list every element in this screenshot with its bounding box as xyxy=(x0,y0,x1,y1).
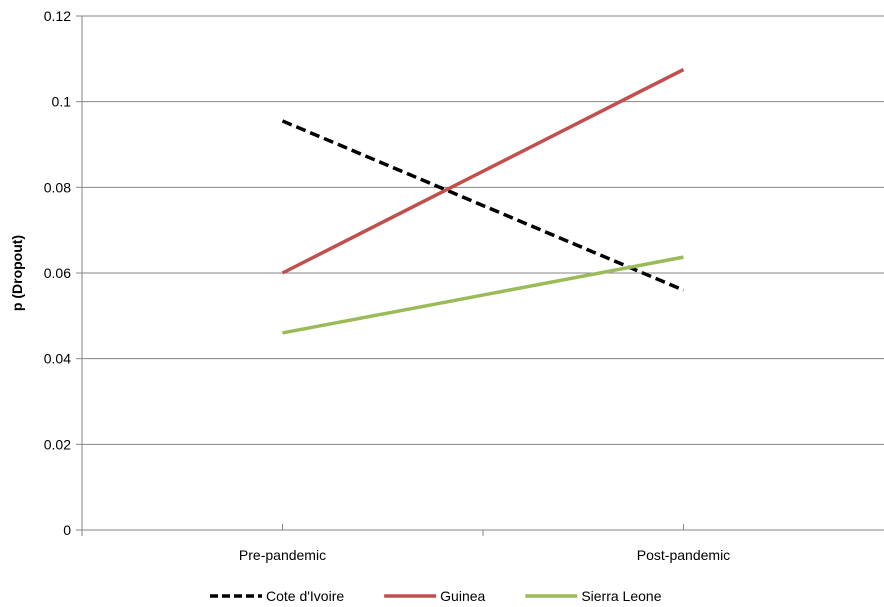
x-axis-ticks: Pre-pandemic Post-pandemic xyxy=(81,524,730,563)
x-tick-label: Pre-pandemic xyxy=(239,547,326,563)
y-tick-label: 0.04 xyxy=(44,351,71,367)
x-tick-label: Post-pandemic xyxy=(637,547,730,563)
legend-label-sierra-leone: Sierra Leone xyxy=(581,588,661,604)
series-line-sierra-leone xyxy=(282,255,684,335)
y-axis-ticks: 0 0.02 0.04 0.06 0.08 0.1 0.12 xyxy=(44,8,82,538)
y-tick-label: 0.08 xyxy=(44,179,71,195)
y-tick-label: 0.1 xyxy=(52,94,72,110)
legend-label-cote-d-ivoire: Cote d'Ivoire xyxy=(266,588,344,604)
series-lines xyxy=(281,67,685,335)
y-axis-label: p (Dropout) xyxy=(9,235,25,311)
y-tick-label: 0.12 xyxy=(44,8,71,24)
gridlines xyxy=(82,15,884,445)
y-tick-label: 0 xyxy=(63,522,71,538)
y-tick-label: 0.02 xyxy=(44,436,71,452)
legend: Cote d'Ivoire Guinea Sierra Leone xyxy=(210,588,662,604)
series-line-cote-d-ivoire xyxy=(281,119,685,292)
series-line-guinea xyxy=(281,67,685,275)
legend-label-guinea: Guinea xyxy=(440,588,485,604)
y-tick-label: 0.06 xyxy=(44,265,71,281)
